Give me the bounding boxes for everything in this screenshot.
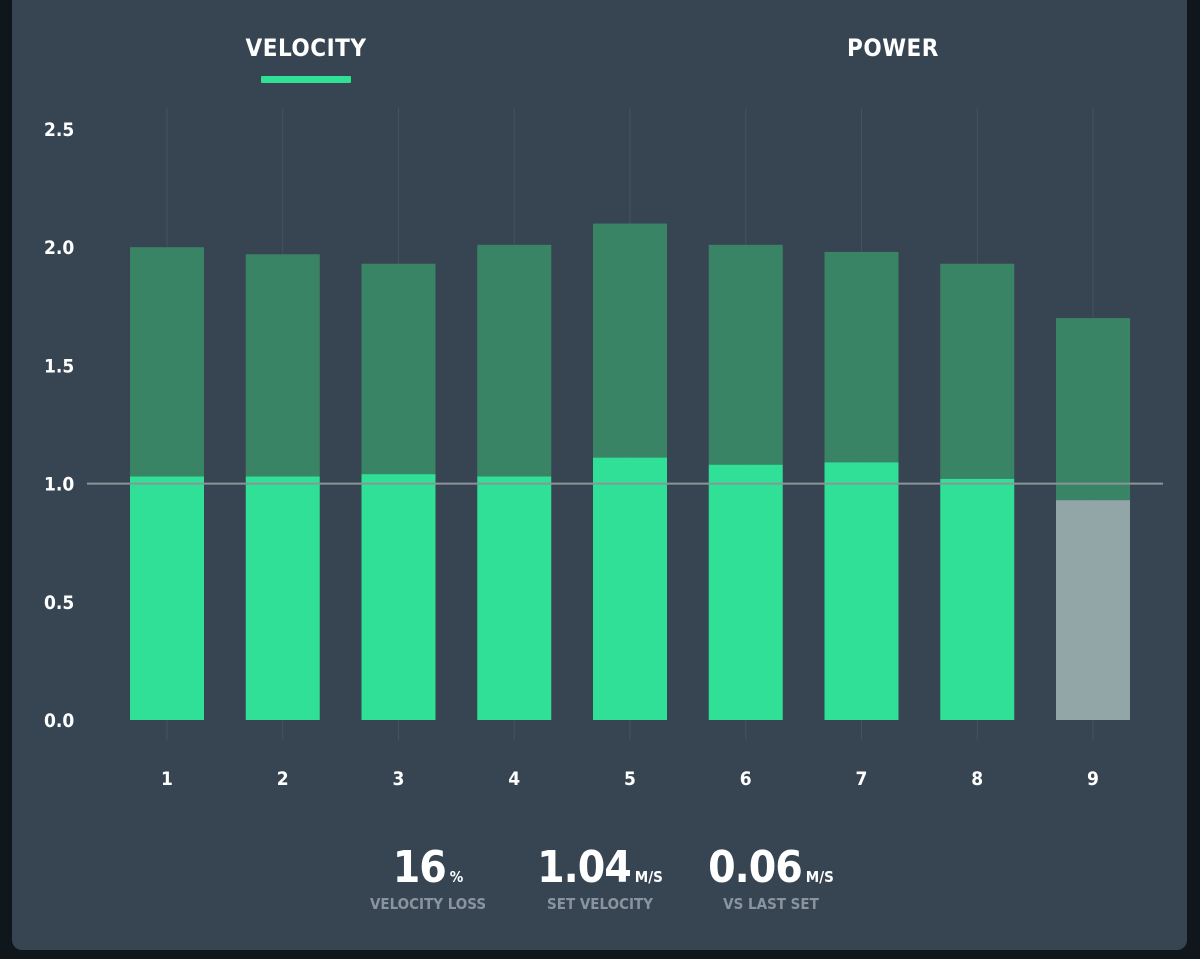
bar-top-2 <box>245 254 320 477</box>
x-tick-label-2: 2 <box>277 768 289 790</box>
bar-bottom-9 <box>1056 500 1130 720</box>
bar-bottom-4 <box>477 476 552 720</box>
x-tick-label-6: 6 <box>740 768 752 790</box>
stat-vs-last-set: 0.06 M/S VS LAST SET <box>708 842 834 913</box>
x-tick-label-5: 5 <box>624 768 636 790</box>
x-tick-label-1: 1 <box>161 768 173 790</box>
stat-vs-last-set-unit: M/S <box>805 868 834 886</box>
bar-bottom-7 <box>824 462 899 720</box>
x-tick-label-9: 9 <box>1087 768 1099 790</box>
bar-bottom-6 <box>708 464 783 720</box>
bar-top-7 <box>824 251 899 463</box>
y-tick-label: 2.0 <box>44 237 74 259</box>
active-tab-indicator <box>261 76 351 83</box>
y-tick-label: 1.5 <box>44 355 74 377</box>
velocity-bar-chart: 0.0 0.5 1.0 1.5 2.0 2.5 1 2 3 4 5 6 7 8 9 <box>44 108 1163 790</box>
bar-top-9 <box>1056 318 1130 501</box>
stat-velocity-loss-label: VELOCITY LOSS <box>369 895 487 913</box>
y-tick-label: 0.5 <box>44 592 74 614</box>
bar-bottom-3 <box>361 474 436 720</box>
y-tick-label: 0.0 <box>44 710 74 732</box>
stat-vs-last-set-label: VS LAST SET <box>723 895 819 913</box>
stat-set-velocity: 1.04 M/S SET VELOCITY <box>537 842 663 913</box>
x-tick-label-8: 8 <box>971 768 983 790</box>
bar-bottom-5 <box>593 457 667 720</box>
tab-velocity[interactable]: VELOCITY <box>245 34 367 62</box>
bar-bottom-2 <box>245 476 320 720</box>
bar-bottom-1 <box>130 476 204 720</box>
y-tick-label: 1.0 <box>44 474 74 496</box>
stats-row: 16% VELOCITY LOSS 1.04 M/S SET VELOCITY 0… <box>0 842 1200 922</box>
tab-power[interactable]: POWER <box>847 34 939 62</box>
y-tick-label: 2.5 <box>44 119 74 141</box>
stat-velocity-loss: 16% VELOCITY LOSS <box>370 842 486 913</box>
stat-set-velocity-label: SET VELOCITY <box>547 895 653 913</box>
stat-set-velocity-unit: M/S <box>634 868 663 886</box>
bar-top-1 <box>130 247 204 477</box>
bar-top-8 <box>940 263 1015 479</box>
x-tick-label-3: 3 <box>393 768 405 790</box>
stat-velocity-loss-value: 16 <box>392 842 447 893</box>
bar-top-3 <box>361 263 436 475</box>
x-tick-label-7: 7 <box>856 768 868 790</box>
bar-top-5 <box>593 223 667 458</box>
bar-top-4 <box>477 244 552 477</box>
bar-top-6 <box>708 244 783 465</box>
stat-velocity-loss-unit: % <box>449 868 464 886</box>
bar-bottom-8 <box>940 478 1015 720</box>
stat-vs-last-set-value: 0.06 <box>708 842 803 893</box>
x-tick-label-4: 4 <box>508 768 520 790</box>
stat-set-velocity-value: 1.04 <box>537 842 632 893</box>
